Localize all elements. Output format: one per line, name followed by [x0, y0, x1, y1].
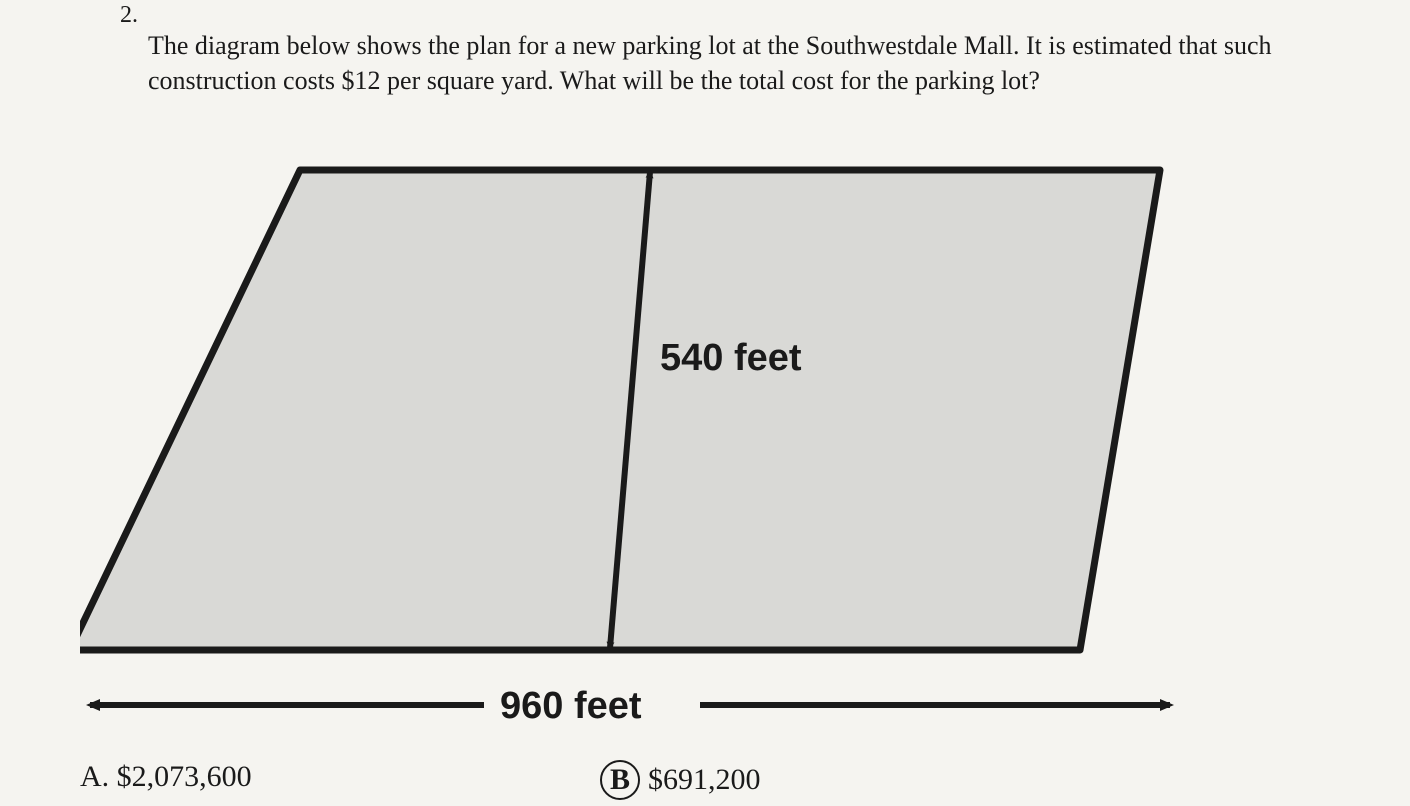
- parallelogram-diagram: 540 feet 960 feet: [80, 160, 1260, 720]
- diagram-svg: 540 feet 960 feet: [80, 160, 1260, 720]
- answer-choice-b: B $691,200: [600, 760, 761, 800]
- question-number: 2.: [120, 2, 138, 29]
- answer-b-text: $691,200: [648, 763, 761, 797]
- base-label: 960 feet: [500, 685, 642, 720]
- answer-a-letter: A.: [80, 760, 109, 793]
- answer-choice-a: A. $2,073,600: [80, 760, 252, 794]
- answer-a-text: $2,073,600: [117, 760, 252, 793]
- page: 2. The diagram below shows the plan for …: [0, 0, 1410, 806]
- parallelogram-shape: [80, 170, 1160, 650]
- height-label: 540 feet: [660, 337, 802, 379]
- question-prompt: The diagram below shows the plan for a n…: [148, 28, 1288, 98]
- answer-b-letter: B: [600, 760, 640, 800]
